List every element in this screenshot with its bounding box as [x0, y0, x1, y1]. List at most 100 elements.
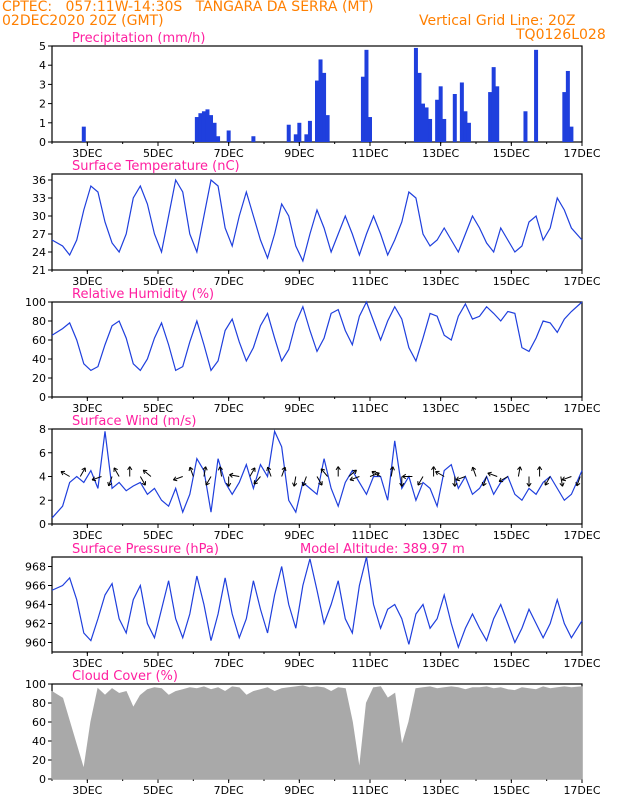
xtick-label: 11DEC: [351, 402, 388, 415]
wind-arrow-icon: [349, 476, 360, 482]
ytick-label: 2: [39, 494, 46, 507]
temperature-title: Surface Temperature (nC): [72, 159, 240, 174]
xtick-label: 7DEC: [214, 529, 244, 542]
ytick-label: 1: [39, 117, 46, 130]
ytick-label: 8: [39, 423, 46, 436]
pressure-title: Surface Pressure (hPa): [72, 542, 219, 557]
xtick-label: 9DEC: [284, 529, 314, 542]
wind-arrow-icon: [188, 466, 194, 477]
precip-bar: [452, 94, 457, 142]
wind-arrow-icon: [575, 476, 581, 487]
wind-arrow-icon: [91, 476, 102, 482]
xtick-label: 3DEC: [72, 657, 102, 670]
xtick-label: 9DEC: [284, 402, 314, 415]
model-altitude-label: Model Altitude: 389.97 m: [300, 542, 465, 557]
ytick-label: 2: [39, 98, 46, 111]
precip-bar: [216, 136, 221, 142]
ytick-label: 30: [32, 210, 46, 223]
xtick-label: 13DEC: [422, 529, 459, 542]
xtick-label: 11DEC: [351, 147, 388, 160]
precip-bar: [435, 99, 440, 142]
xtick-label: 13DEC: [422, 784, 459, 797]
model-id-label: TQ0126L028: [516, 27, 606, 43]
precip-bar: [463, 111, 468, 142]
xtick-label: 3DEC: [72, 275, 102, 288]
precip-bar: [565, 70, 570, 142]
wind-arrow-icon: [107, 476, 113, 487]
humidity-panel: Relative Humidity (%) 0 20 40 60 80 100 3DEC 5DE…: [25, 287, 601, 415]
xtick-label: 13DEC: [422, 402, 459, 415]
xtick-label: 9DEC: [284, 147, 314, 160]
ytick-label: 4: [39, 471, 46, 484]
precip-bar: [417, 72, 422, 142]
wind-arrow-icon: [471, 466, 477, 477]
precip-bar: [438, 86, 443, 142]
wind-arrow-icon: [526, 476, 532, 487]
humidity-line: [51, 300, 583, 372]
wind-arrow-icon: [417, 476, 424, 486]
wind-arrow-icon: [544, 476, 551, 486]
pressure-frame: [51, 556, 583, 653]
xtick-label: 15DEC: [493, 784, 530, 797]
ytick-label: 962: [25, 618, 46, 631]
wind-arrow-icon: [113, 467, 120, 477]
xtick-label: 13DEC: [422, 147, 459, 160]
wind-arrow-icon: [60, 470, 70, 477]
ytick-label: 966: [25, 580, 46, 593]
xtick-label: 7DEC: [214, 147, 244, 160]
wind-arrow-icon: [561, 476, 572, 482]
precip-bar: [322, 72, 327, 142]
wind-arrow-icon: [266, 466, 272, 477]
precip-bar: [297, 122, 302, 142]
precip-bar: [562, 92, 567, 142]
wind-arrow-icon: [487, 471, 498, 477]
precip-bar: [307, 120, 312, 142]
pressure-line: [51, 556, 583, 650]
xtick-label: 11DEC: [351, 657, 388, 670]
precip-bar: [534, 49, 539, 143]
wind-arrow-icon: [292, 476, 298, 487]
ytick-label: 27: [32, 228, 46, 241]
precip-bar: [198, 113, 203, 142]
station-header: CPTEC: 057:11W-14:30S TANGARA DA SERRA (…: [2, 0, 374, 15]
precip-bar: [466, 122, 471, 142]
wind-arrow-icon: [335, 466, 341, 477]
wind-arrow-icon: [455, 476, 466, 482]
xtick-label: 7DEC: [214, 275, 244, 288]
ytick-label: 5: [39, 40, 46, 53]
ytick-label: 21: [32, 264, 46, 277]
ytick-label: 0: [39, 773, 46, 786]
ytick-label: 4: [39, 59, 46, 72]
wind-arrow-icon: [498, 476, 509, 483]
ytick-label: 0: [39, 136, 46, 149]
xtick-label: 5DEC: [143, 402, 173, 415]
precip-bar: [442, 118, 447, 142]
precip-panel: Precipitation (mm/h) 0 1 2 3 4 5 3DEC 5DEC 7DEC 9D…: [39, 31, 601, 160]
xtick-label: 17DEC: [563, 275, 600, 288]
precip-bar: [368, 117, 372, 142]
vertical-grid-note: Vertical Grid Line: 20Z: [419, 13, 576, 29]
xtick-label: 15DEC: [493, 147, 530, 160]
ytick-label: 0: [39, 518, 46, 531]
wind-title: Surface Wind (m/s): [72, 414, 196, 429]
temperature-line: [51, 178, 583, 263]
xtick-label: 11DEC: [351, 275, 388, 288]
wind-arrow-icon: [431, 466, 437, 477]
ytick-label: 968: [25, 561, 46, 574]
wind-arrow-icon: [452, 476, 458, 487]
precip-bar: [194, 117, 199, 142]
xtick-label: 13DEC: [422, 657, 459, 670]
precip-bar: [428, 118, 433, 142]
wind-arrow-icon: [205, 476, 212, 486]
precip-bar: [293, 134, 298, 142]
wind-arrow-icon: [402, 473, 413, 480]
precip-bar: [523, 111, 528, 142]
wind-arrow-icon: [320, 468, 328, 477]
ytick-label: 33: [32, 192, 46, 205]
precip-bar: [325, 115, 330, 142]
precip-bar: [304, 134, 309, 142]
wind-arrow-icon: [316, 476, 323, 486]
precip-bar: [569, 126, 574, 142]
precip-bar: [421, 103, 425, 142]
